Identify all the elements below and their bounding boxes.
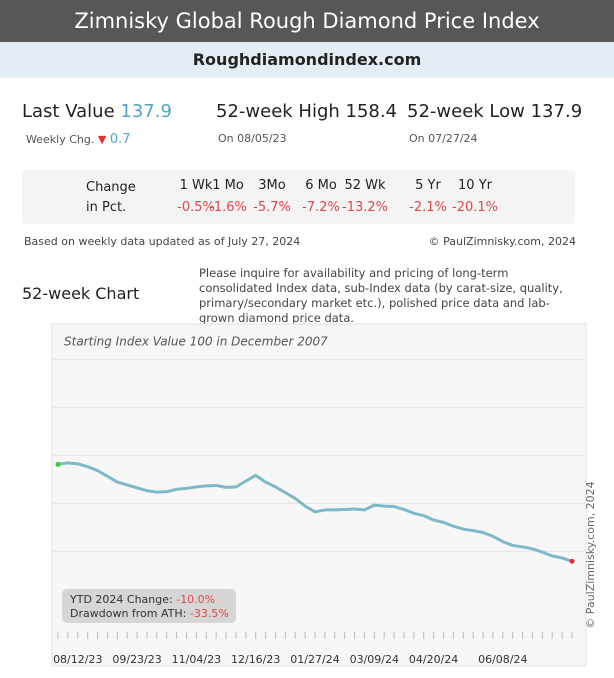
label: Weekly Chg. (26, 133, 95, 146)
start-point (55, 461, 61, 467)
weekly-change: Weekly Chg. ▼ 0.7 (26, 132, 131, 147)
period: 6 Mo (305, 178, 337, 193)
change-value: -7.2% (302, 200, 340, 215)
change-value: -1.6% (209, 200, 247, 215)
last-value: Last Value 137.9 (22, 101, 172, 122)
x-tick-label: 04/20/24 (409, 653, 458, 666)
line (57, 461, 573, 563)
annotation-label: YTD 2024 Change: (69, 593, 173, 606)
annotation: Drawdown from ATH: -33.5% (70, 607, 229, 620)
period: 1 Wk (179, 178, 213, 193)
x-tick-label: 11/04/23 (172, 653, 221, 666)
inquiry-note: Please inquire for availability and pric… (199, 266, 563, 325)
period: 1 Mo (212, 178, 244, 193)
low: 52-week Low 137.9 (407, 101, 582, 122)
x-tick-label: 09/23/23 (112, 653, 161, 666)
change-value: -0.5% (177, 200, 215, 215)
value: 137.9 (120, 101, 172, 122)
period: 3Mo (258, 178, 286, 193)
watermark: © PaulZimnisky.com, 2024 (584, 481, 597, 628)
period: 52 Wk (344, 178, 386, 193)
table-label: Change in Pct. (86, 178, 136, 218)
low-date: On 07/27/24 (409, 132, 478, 145)
annotation-label: Drawdown from ATH: (70, 607, 186, 620)
value: 137.9 (530, 101, 583, 122)
label-line: in Pct. (86, 200, 127, 215)
high: 52-week High 158.4 (216, 101, 397, 122)
label-line: Change (86, 180, 136, 195)
change-table: Change in Pct. 1 Wk -0.5% 1 Mo -1.6% 3Mo -5.7%… (22, 170, 575, 224)
label: 52-week Low (407, 101, 525, 122)
x-tick-label: 06/08/24 (478, 653, 527, 666)
based-on: Based on weekly data updated as of July … (24, 235, 301, 248)
x-tick-label: 01/27/24 (290, 653, 339, 666)
down-arrow: ▼ (97, 133, 107, 146)
change-value: -2.1% (409, 200, 447, 215)
annotation-value: -10.0% (176, 593, 215, 606)
x-tick-label: 12/16/23 (231, 653, 280, 666)
chart-section-title: 52-week Chart (22, 284, 140, 303)
chart-subtitle: Starting Index Value 100 in December 200… (64, 335, 328, 349)
site-name[interactable]: Roughdiamondindex.com (0, 42, 614, 78)
copyright: © PaulZimnisky.com, 2024 (428, 235, 576, 248)
x-tick-label: 03/09/24 (350, 653, 399, 666)
header-title: Zimnisky Global Rough Diamond Price Inde… (0, 0, 614, 42)
change-value: -20.1% (452, 200, 498, 215)
annotation-box (62, 589, 236, 623)
value: 0.7 (109, 132, 131, 147)
period: 5 Yr (415, 178, 441, 193)
annotation: YTD 2024 Change: -10.0% (69, 593, 215, 606)
change-value: -5.7% (253, 200, 291, 215)
x-tick-label: 08/12/23 (53, 653, 102, 666)
change-value: -13.2% (342, 200, 388, 215)
high-date: On 08/05/23 (218, 132, 287, 145)
annotation-value: -33.5% (190, 607, 229, 620)
label: Last Value (22, 101, 115, 122)
period: 10 Yr (458, 178, 492, 193)
end-point (569, 558, 575, 564)
value: 158.4 (345, 101, 398, 122)
label: 52-week High (216, 101, 340, 122)
